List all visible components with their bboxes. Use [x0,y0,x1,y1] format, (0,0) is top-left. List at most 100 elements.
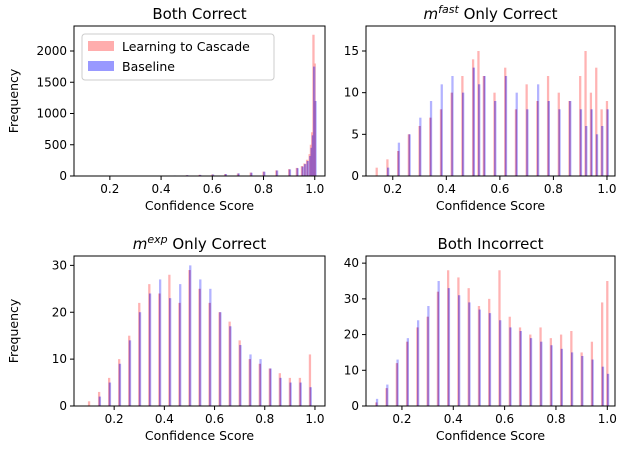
bar-overlap [462,92,464,176]
bar-overlap [540,341,542,406]
bar-overlap [601,126,603,176]
panel-2: 0.2 0.4 0.6 0.8 1.0 0 5 10 15 Confidence Score mfa… [344,3,617,213]
bar-overlap [478,309,481,406]
bar-overlap [571,352,573,406]
bar-overlap [301,166,304,176]
bar-overlap [309,156,311,176]
bar-overlap [259,363,261,406]
bar-overlap [478,84,480,176]
bar-overlap [304,164,306,176]
x-tick-label: 0.8 [255,412,274,426]
bar-overlap [224,174,227,176]
bar-learning-to-cascade [601,302,604,406]
x-tick-label: 0.8 [254,182,273,196]
bar-overlap [199,288,201,406]
y-tick-label: 10 [344,86,359,100]
y-tick-label: 5 [351,127,359,141]
y-tick-label: 0 [59,169,67,183]
bar-learning-to-cascade [595,67,598,176]
bar-overlap [550,345,552,406]
bar-overlap [519,331,522,406]
x-axis-label: Confidence Score [436,428,546,443]
bar-overlap [472,67,475,176]
bar-overlap [311,135,314,176]
bar-overlap [209,302,211,406]
bar-overlap [601,366,604,406]
bar-overlap [138,312,141,406]
bar-overlap [288,169,291,176]
legend-label: Baseline [122,59,175,74]
legend-swatch [88,41,114,51]
y-tick-label: 0 [351,169,359,183]
x-axis-label: Confidence Score [145,428,255,443]
bar-overlap [447,288,450,406]
x-tick-label: 1.0 [305,182,324,196]
legend: Learning to Cascade Baseline [81,33,275,81]
bar-overlap [537,101,539,176]
bar-learning-to-cascade [308,354,312,406]
plot-frame [365,25,616,177]
x-tick-label: 0.2 [383,182,402,196]
bar-overlap [451,92,453,176]
bar-overlap [483,76,485,176]
bar-overlap [488,313,491,406]
y-axis-label: Frequency [6,298,21,363]
bar-overlap [314,101,316,176]
bar-learning-to-cascade [606,281,609,406]
title-superscript: fast [438,3,459,16]
bar-overlap [306,161,309,176]
legend-box [81,33,275,81]
bar-overlap [606,373,609,406]
x-tick-label: 0.8 [546,412,565,426]
x-tick-label: 0.2 [105,412,124,426]
bar-overlap [275,170,278,176]
plot-frame [73,255,326,407]
bar-overlap [299,382,302,406]
bar-overlap [211,174,214,176]
x-tick-label: 1.0 [598,412,617,426]
bar-learning-to-cascade [584,51,587,176]
bar-overlap [289,382,292,406]
bar-overlap [504,76,507,176]
bar-overlap [515,109,518,176]
y-tick-label: 30 [52,258,67,272]
bar-overlap [437,291,440,406]
y-tick-label: 0 [351,399,359,413]
x-axis-label: Confidence Score [145,198,255,213]
y-axis-label: Frequency [6,68,21,133]
bar-overlap [408,134,410,176]
bar-overlap [569,101,571,176]
bar-overlap [310,147,313,176]
bar-overlap [585,126,587,176]
panel-title: Both Incorrect [437,235,543,253]
x-tick-label: 0.4 [444,412,463,426]
title-variable: m [133,235,148,253]
bar-overlap [313,66,315,176]
bar-overlap [591,359,594,406]
bar-overlap [128,340,131,406]
y-tick-label: 20 [52,305,67,319]
bar-overlap [560,348,563,406]
bar-overlap [269,368,271,406]
y-tick-label: 2000 [36,44,67,58]
bar-overlap [547,101,550,176]
bar-overlap [494,101,496,176]
x-tick-label: 0.4 [437,182,456,196]
bar-overlap [239,345,241,406]
bar-overlap [509,327,511,406]
legend-swatch [88,61,114,71]
panel-4: 0.2 0.4 0.6 0.8 1.0 0 10 20 30 40 Confidence Score… [344,235,617,443]
bar-learning-to-cascade [87,401,91,406]
plot-frame [73,25,326,177]
bar-overlap [249,359,251,406]
bar-overlap [118,363,121,406]
panel-title: mexp Only Correct [133,233,267,253]
bar-overlap [526,109,528,176]
bar-overlap [468,302,470,406]
bar-overlap [375,402,378,406]
title-variable: m [424,5,439,23]
bar-overlap [98,396,101,406]
bar-overlap [148,293,151,406]
bar-overlap [419,126,421,176]
